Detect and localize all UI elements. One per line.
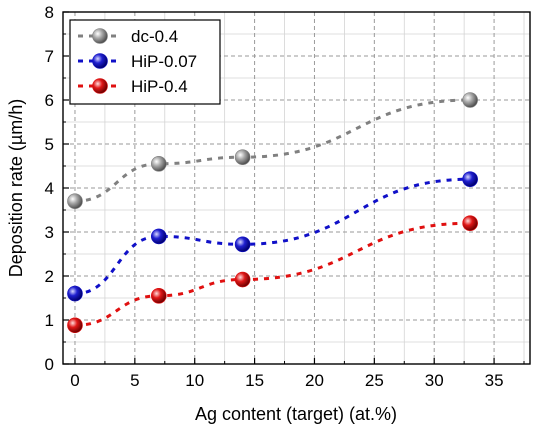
y-tick-label: 8 [45,3,54,22]
series-HiP-0.07 [67,171,478,302]
series-layer [67,92,478,334]
legend-marker [92,78,108,94]
series-line [74,221,471,327]
y-tick-label: 0 [45,355,54,374]
data-point [67,285,83,302]
x-tick-label: 5 [130,371,139,390]
data-point [150,156,167,172]
legend-marker [92,53,108,69]
y-tick-label: 4 [45,179,54,198]
series-line [74,98,471,203]
legend-label: HiP-0.07 [131,52,197,71]
legend-marker [92,28,108,44]
y-tick-label: 5 [45,135,54,154]
series-line [74,177,471,296]
x-tick-label: 0 [70,371,79,390]
series-HiP-0.4 [67,215,478,334]
legend: dc-0.4 HiP-0.07 HiP-0.4 [69,19,221,105]
data-point [462,215,478,231]
data-point [150,287,167,304]
axis-ticks: 0 5 10 15 20 25 30 35 0 1 2 3 4 5 6 7 8 [45,3,525,390]
data-point [462,92,478,108]
data-point [234,149,251,165]
y-axis-label: Deposition rate (µm/h) [6,99,26,277]
x-tick-label: 20 [305,371,324,390]
x-tick-label: 25 [365,371,384,390]
x-axis-label: Ag content (target) (at.%) [195,404,397,424]
y-tick-label: 1 [45,311,54,330]
legend-label: HiP-0.4 [131,77,188,96]
y-tick-label: 2 [45,267,54,286]
data-point [462,171,478,187]
data-point [150,228,167,245]
series-dc-0.4 [67,92,478,209]
x-tick-label: 10 [185,371,204,390]
x-tick-label: 35 [485,371,504,390]
x-tick-label: 30 [425,371,444,390]
data-point [234,271,251,288]
data-point [67,317,83,334]
data-point [234,236,251,253]
legend-label: dc-0.4 [131,27,178,46]
x-tick-label: 15 [245,371,264,390]
y-tick-label: 3 [45,223,54,242]
y-tick-label: 7 [45,47,54,66]
data-point [67,193,83,209]
y-tick-label: 6 [45,91,54,110]
